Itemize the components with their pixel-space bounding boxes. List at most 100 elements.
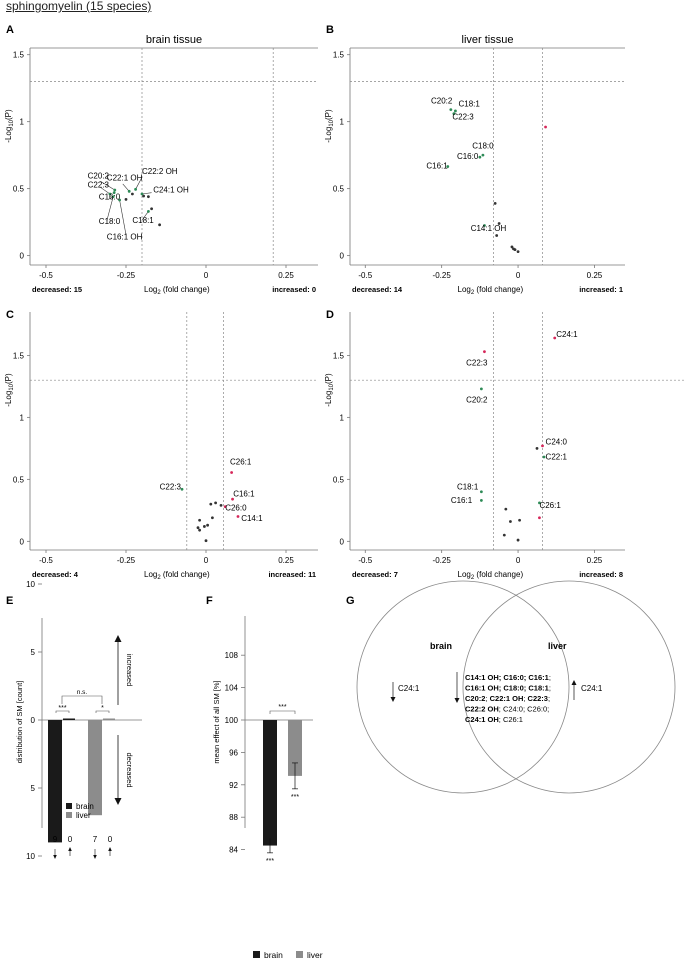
y-tick-label: 96 (229, 748, 238, 757)
panel-letter-a: A (6, 24, 14, 36)
panel-b-x-label: Log2 (fold change) (458, 285, 524, 296)
panel-d-x-label: Log2 (fold change) (458, 570, 524, 581)
data-point (538, 516, 541, 520)
y-tick-label: 1.5 (333, 351, 345, 360)
y-tick-label: 1 (340, 413, 345, 422)
data-point (497, 222, 501, 225)
legend-swatch-brain (66, 803, 72, 809)
venn-intersection-line: C24:1 OH; C26:1 (465, 715, 523, 724)
legend-swatch-liver (296, 951, 303, 958)
label-leader-line (106, 196, 114, 221)
volcano-panel-a: brain tissue -0.5 -0.25 0 0.25 0 0.5 1 1.5 decrea… (13, 34, 318, 294)
data-point (449, 108, 453, 112)
lipid-label: C22:1 OH (107, 174, 143, 183)
legend-label-brain: brain (264, 950, 283, 960)
data-point (510, 245, 514, 249)
lipid-label: C14:1 (241, 514, 263, 523)
data-point (140, 192, 144, 196)
panel-d-y-label: -Log10(P) (324, 373, 335, 407)
y-tick-label: 1 (340, 118, 345, 127)
panel-letter-d: D (326, 309, 334, 321)
panel-a-decreased-count: decreased: 15 (32, 285, 82, 294)
sig-bracket (269, 710, 296, 714)
lipid-label: C18:1 (132, 216, 154, 225)
small-up-arrow-head (68, 847, 72, 851)
panel-b-y-label: -Log10(P) (324, 109, 335, 143)
lipid-label: C24:1 (556, 330, 578, 339)
x-tick-label: -0.5 (358, 556, 372, 565)
data-point (544, 125, 547, 129)
x-tick-label: 0 (516, 271, 521, 280)
y-tick-label: 5 (31, 784, 36, 793)
volcano-panel-b: liver tissue -0.5 -0.25 0 0.25 0 0.5 1 1.5 decrea… (333, 34, 625, 294)
volcano-panel-d: -0.5 -0.25 0 0.25 0 0.5 1 1.5 decreased: 7 increa… (333, 312, 685, 579)
figure-title: sphingomyelin (15 species) (6, 0, 152, 13)
count-label: 9 (53, 835, 58, 844)
panel-letter-f: F (206, 595, 213, 607)
x-tick-label: 0 (516, 556, 521, 565)
y-tick-label: 0.5 (333, 475, 345, 484)
x-tick-label: -0.25 (117, 271, 136, 280)
venn-circle-brain (356, 580, 570, 794)
data-point (211, 516, 214, 520)
data-point (516, 250, 520, 254)
y-tick-label: 0.5 (333, 185, 345, 194)
data-point (111, 195, 115, 199)
x-tick-label: 0.25 (278, 556, 294, 565)
venn-shared-down-arrow-head (454, 698, 460, 703)
data-point (535, 446, 539, 450)
bar-brain (263, 720, 277, 846)
y-tick-label: 10 (26, 580, 35, 589)
panel-d-decreased-count: decreased: 7 (352, 570, 398, 579)
venn-intersection-line: C14:1 OH; C16:0; C16:1; (465, 673, 551, 682)
data-point (483, 350, 486, 354)
legend-label-liver: liver (76, 811, 91, 820)
panel-f-y-label: mean effect of all SM [%] (212, 680, 221, 763)
lipid-label: C22:3 (88, 180, 110, 189)
x-tick-label: 0 (204, 556, 209, 565)
data-point (236, 515, 240, 518)
lipid-label: C16:1 (426, 162, 448, 171)
data-point (495, 234, 499, 237)
data-point (206, 523, 210, 527)
data-point (180, 487, 184, 491)
panel-b-increased-count: increased: 1 (579, 285, 623, 294)
data-point (124, 197, 128, 201)
sig-label: * (101, 705, 104, 712)
data-point (142, 194, 146, 198)
data-point (134, 187, 138, 191)
panel-c-x-label: Log2 (fold change) (144, 570, 210, 581)
data-point (553, 336, 557, 340)
data-point (158, 223, 162, 227)
data-point (483, 224, 486, 227)
data-point (223, 505, 227, 509)
lipid-label: C22:1 (546, 453, 568, 462)
data-point (198, 518, 202, 522)
venn-liver-only-item: C24:1 (581, 684, 603, 693)
data-point (452, 112, 456, 116)
data-point (214, 501, 218, 505)
y-tick-label: 0 (340, 252, 345, 261)
lipid-label: C18:0 (99, 217, 121, 226)
data-point (150, 207, 154, 211)
data-point (204, 539, 208, 543)
bar-brain-decreased (48, 720, 62, 843)
data-point (481, 153, 485, 157)
x-tick-label: 0.25 (278, 271, 294, 280)
lipid-label: C18:1 (458, 99, 480, 108)
lipid-label: C16:1 (233, 490, 255, 499)
bar-brain-increased (63, 718, 75, 720)
panel-letter-c: C (6, 309, 14, 321)
data-point (131, 192, 134, 196)
data-point (542, 455, 546, 459)
data-point (196, 526, 200, 530)
bar-liver-decreased (88, 720, 102, 816)
bar-liver (288, 720, 302, 776)
data-point (209, 502, 213, 506)
data-point (203, 525, 206, 528)
y-tick-label: 0 (20, 537, 25, 546)
lipid-label: C20:2 (466, 395, 488, 404)
x-tick-label: 0.25 (587, 271, 603, 280)
label-leader-line (100, 181, 115, 191)
lipid-label: C16:1 (451, 496, 473, 505)
